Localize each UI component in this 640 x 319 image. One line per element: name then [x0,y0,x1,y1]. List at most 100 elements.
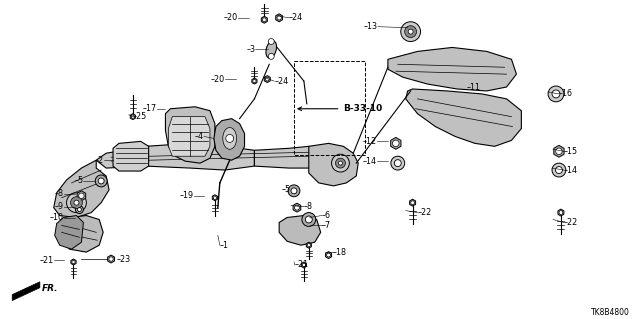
Polygon shape [261,16,268,23]
Text: –2: –2 [95,156,104,165]
Circle shape [266,77,269,81]
Circle shape [404,26,417,38]
Circle shape [79,193,84,198]
Circle shape [76,206,83,213]
Text: –19: –19 [180,191,194,200]
Polygon shape [71,259,76,265]
Polygon shape [168,117,210,156]
Bar [294,61,365,155]
Circle shape [556,167,563,174]
Text: –13: –13 [364,22,378,31]
Text: –16: –16 [559,89,573,99]
Text: –10: –10 [50,213,63,222]
Polygon shape [131,114,136,120]
Text: –5: –5 [74,176,83,185]
Polygon shape [108,255,115,263]
Polygon shape [309,143,358,186]
Circle shape [335,158,346,168]
Circle shape [339,161,342,165]
Circle shape [95,175,107,187]
Text: TK8B4800: TK8B4800 [591,308,630,317]
Polygon shape [390,137,401,149]
Text: –21: –21 [40,256,54,264]
Circle shape [213,196,216,199]
Polygon shape [293,203,301,212]
Text: –20: –20 [223,13,237,22]
Text: –12: –12 [363,137,377,146]
Text: –14: –14 [363,157,377,166]
Polygon shape [326,252,332,258]
Text: –1: –1 [220,241,229,250]
Circle shape [302,263,305,267]
Circle shape [394,160,401,167]
Ellipse shape [223,128,237,149]
Text: –14: –14 [564,166,578,174]
Circle shape [326,253,330,257]
Circle shape [548,86,564,102]
Text: –6: –6 [322,211,331,220]
Polygon shape [77,191,86,201]
Text: –7: –7 [322,221,331,230]
Circle shape [305,216,312,223]
Polygon shape [388,48,516,91]
Text: –24: –24 [289,13,303,22]
Circle shape [391,156,404,170]
Polygon shape [558,209,564,216]
Polygon shape [214,119,244,160]
Polygon shape [96,143,255,170]
Circle shape [109,257,113,261]
Text: –18: –18 [333,248,346,256]
Circle shape [67,193,86,212]
Text: –9: –9 [54,202,63,211]
Text: –25: –25 [133,112,147,121]
Text: –3: –3 [246,45,255,54]
Polygon shape [276,14,283,22]
Text: –22: –22 [417,208,432,217]
Text: FR.: FR. [42,284,58,293]
Text: –22: –22 [564,218,578,227]
Polygon shape [279,216,321,245]
Circle shape [268,53,274,59]
Text: –8: –8 [304,202,313,211]
Polygon shape [166,107,215,163]
Text: –23: –23 [117,255,131,263]
Circle shape [253,79,256,83]
Polygon shape [301,262,307,268]
Polygon shape [113,141,148,171]
Text: –4: –4 [195,132,204,141]
Polygon shape [306,242,312,248]
Circle shape [552,163,566,177]
Text: –21: –21 [295,261,309,270]
Circle shape [332,154,349,172]
Circle shape [72,260,75,263]
Text: –15: –15 [564,147,578,156]
Polygon shape [12,282,40,300]
Circle shape [291,188,297,194]
Circle shape [277,16,282,20]
Polygon shape [54,160,109,218]
Circle shape [288,185,300,197]
Circle shape [74,200,79,205]
Polygon shape [255,146,319,168]
Circle shape [77,208,81,211]
Circle shape [226,135,234,142]
Circle shape [411,201,415,204]
Circle shape [392,140,399,147]
Polygon shape [252,78,257,84]
Ellipse shape [266,41,276,58]
Polygon shape [57,216,103,252]
Text: –11: –11 [467,83,481,92]
Text: –20: –20 [211,75,225,84]
Text: –8: –8 [54,189,63,198]
Polygon shape [212,195,218,201]
Circle shape [262,18,266,22]
Text: B-33-10: B-33-10 [298,104,383,113]
Text: –5: –5 [282,185,291,194]
Polygon shape [554,145,564,157]
Polygon shape [264,76,270,83]
Text: –24: –24 [274,77,289,85]
Circle shape [70,197,83,209]
Circle shape [302,212,316,226]
Circle shape [294,205,300,210]
Circle shape [556,148,562,154]
